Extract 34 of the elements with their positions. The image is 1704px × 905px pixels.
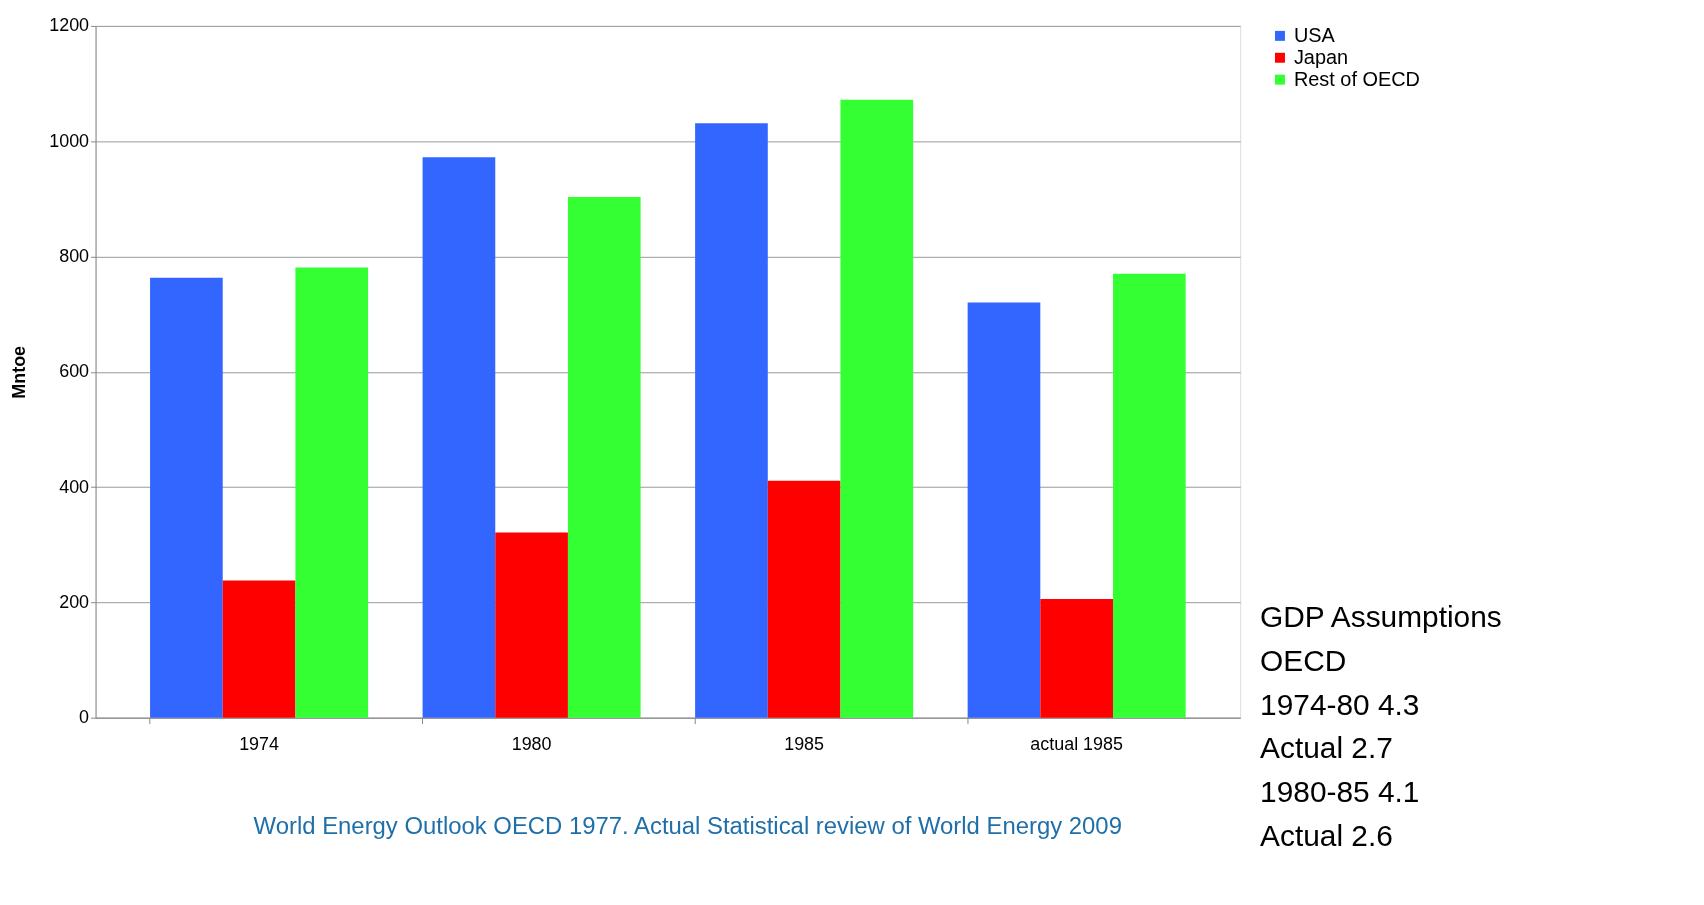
bar xyxy=(1113,273,1186,718)
y-tick-label: 1200 xyxy=(49,15,90,36)
bar xyxy=(295,267,369,718)
text: GDP Assumptions xyxy=(1260,600,1502,634)
bar xyxy=(840,99,914,718)
legend-label: Rest of OECD xyxy=(1293,67,1420,90)
y-tick-label: 800 xyxy=(59,245,90,266)
bar xyxy=(422,157,496,718)
text: OECD xyxy=(1260,643,1347,677)
text: 1974-80 4.3 xyxy=(1260,687,1420,721)
bar xyxy=(767,480,841,718)
x-tick-label: actual 1985 xyxy=(1030,734,1123,755)
legend-label: Japan xyxy=(1293,45,1349,68)
x-tick-label: 1974 xyxy=(239,734,280,755)
y-tick-label: 1000 xyxy=(49,130,90,151)
bar xyxy=(695,123,768,718)
text: World Energy Outlook OECD 1977. Actual Statistical review of World Energy 2009 xyxy=(253,812,1122,840)
bar xyxy=(967,302,1041,718)
y-tick-label: 600 xyxy=(59,361,90,382)
y-tick-label: 400 xyxy=(59,476,90,497)
y-tick-label: 200 xyxy=(59,591,90,612)
bar xyxy=(150,277,223,718)
x-tick-label: 1985 xyxy=(784,734,825,755)
legend-label: USA xyxy=(1293,23,1336,46)
y-axis-title: Mntoe xyxy=(9,345,30,399)
x-tick-label: 1980 xyxy=(511,734,552,755)
text: Actual 2.7 xyxy=(1260,731,1393,765)
bar xyxy=(567,197,641,718)
text: 1980-85 4.1 xyxy=(1260,775,1420,809)
y-tick-label: 0 xyxy=(79,707,90,728)
bar xyxy=(1040,598,1113,718)
bar xyxy=(222,580,296,718)
bar xyxy=(495,532,568,718)
text: Actual 2.6 xyxy=(1260,819,1393,853)
